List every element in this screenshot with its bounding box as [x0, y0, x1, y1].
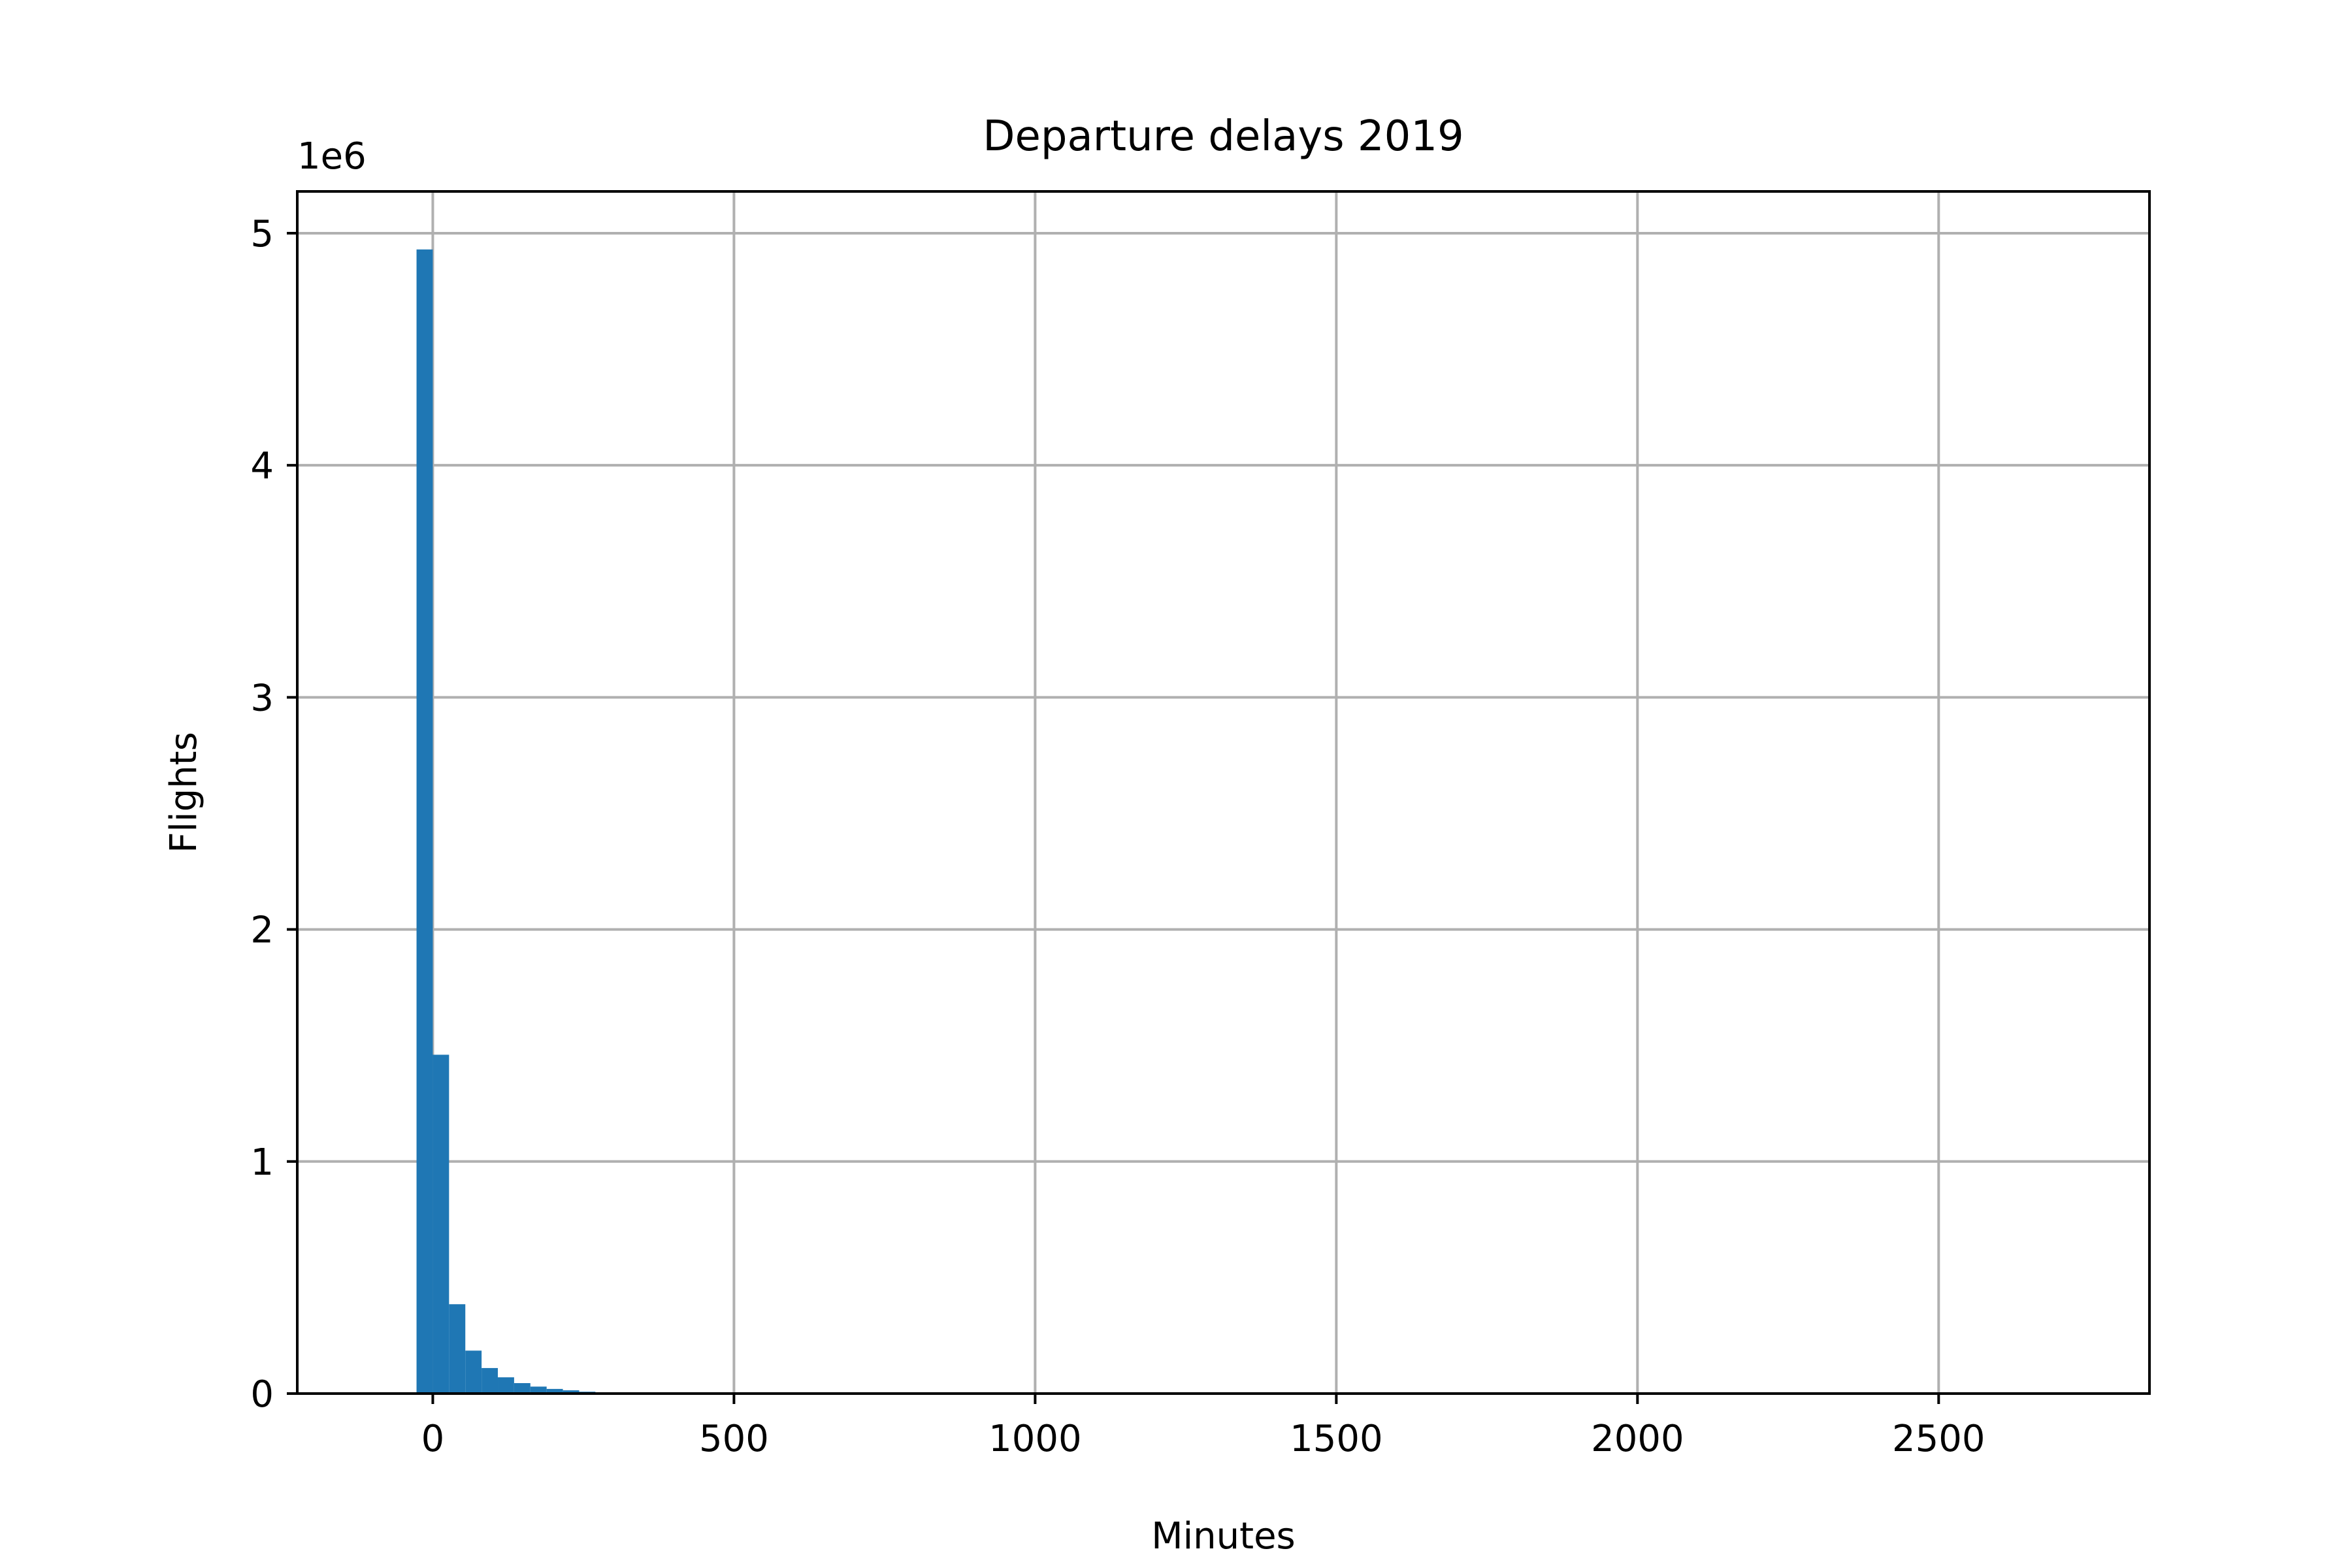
histogram-bar: [530, 1386, 547, 1394]
histogram-bar: [563, 1390, 580, 1394]
x-axis-label: Minutes: [1151, 1515, 1295, 1558]
y-tick-label: 5: [250, 213, 274, 255]
chart-title: Departure delays 2019: [983, 112, 1464, 161]
y-axis-offset-label: 1e6: [297, 135, 367, 178]
histogram-bar: [546, 1388, 563, 1394]
y-tick-label: 1: [250, 1141, 274, 1184]
x-tick-label: 2000: [1591, 1418, 1684, 1460]
histogram-bar: [433, 1054, 449, 1394]
x-tick-label: 1000: [988, 1418, 1082, 1460]
histogram-bar: [514, 1383, 531, 1394]
y-tick-label: 4: [250, 445, 274, 487]
x-tick-label: 2500: [1892, 1418, 1985, 1460]
x-tick-label: 0: [421, 1418, 445, 1460]
histogram-bar: [498, 1377, 514, 1394]
histogram-bar: [465, 1350, 482, 1394]
axis-ticks: 0 500 1000 1500 2000 2500 0 1 2 3 4 5: [250, 213, 1985, 1460]
histogram-bar: [449, 1304, 466, 1394]
histogram-bar: [482, 1367, 498, 1394]
y-axis-label: Flights: [163, 732, 205, 853]
x-tick-label: 1500: [1290, 1418, 1383, 1460]
x-tick-label: 500: [699, 1418, 769, 1460]
y-tick-label: 2: [250, 909, 274, 952]
grid-lines: [297, 191, 2149, 1395]
histogram-bar: [416, 249, 433, 1394]
y-tick-label: 0: [250, 1373, 274, 1416]
y-tick-label: 3: [250, 677, 274, 719]
axes-frame: [296, 190, 2151, 1395]
histogram-bars: [416, 249, 612, 1394]
